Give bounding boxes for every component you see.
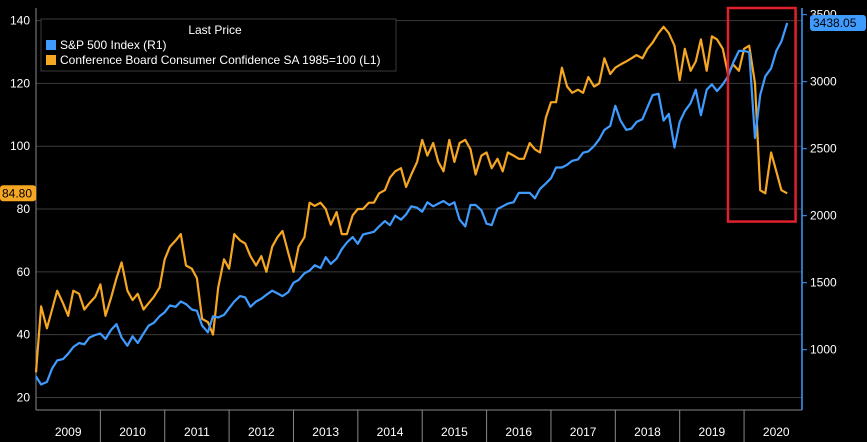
x-axis-tick-label: 2009	[55, 425, 82, 439]
series-layer	[34, 22, 789, 386]
x-axis-tick-label: 2020	[763, 425, 790, 439]
right-axis-tick-label: 1000	[810, 343, 837, 357]
axes	[35, 8, 807, 442]
legend-swatch-sp500	[46, 40, 56, 50]
x-axis-tick-label: 2011	[184, 425, 210, 439]
right-last-value-tag: 3438.05	[810, 15, 866, 32]
left-axis-tick-label: 120	[10, 76, 30, 90]
axis-labels: 2040608010012014010001500200025003000350…	[10, 8, 837, 439]
legend-label-sp500: S&P 500 Index (R1)	[60, 38, 167, 52]
highlight-layer	[726, 6, 797, 223]
x-axis-tick-label: 2014	[377, 425, 404, 439]
series-line-sp500	[35, 22, 789, 386]
x-axis-tick-label: 2013	[312, 425, 339, 439]
series-line-consumer-confidence	[34, 25, 788, 373]
left-last-value: 84.80	[2, 186, 32, 200]
x-axis-tick-label: 2019	[699, 425, 726, 439]
left-axis-tick-label: 40	[17, 328, 31, 342]
legend-label-consumer-confidence: Conference Board Consumer Confidence SA …	[60, 53, 381, 67]
x-axis-tick-label: 2016	[505, 425, 532, 439]
legend-background	[40, 18, 397, 72]
left-axis-tick-label: 20	[17, 390, 31, 404]
legend: Last Price S&P 500 Index (R1) Conference…	[40, 18, 397, 72]
legend-swatch-consumer-confidence	[46, 55, 56, 65]
highlight-box	[726, 6, 797, 223]
x-axis-tick-label: 2017	[570, 425, 597, 439]
right-axis-tick-label: 2000	[810, 209, 837, 223]
left-axis-tick-label: 80	[17, 202, 31, 216]
x-axis-tick-label: 2018	[634, 425, 661, 439]
right-last-value-background	[810, 15, 866, 32]
x-axis-tick-label: 2010	[119, 425, 146, 439]
grid-lines	[36, 20, 802, 398]
right-axis-tick-label: 2500	[810, 142, 837, 156]
right-axis-tick-label: 3000	[810, 75, 837, 89]
left-axis-tick-label: 60	[17, 265, 31, 279]
left-last-value-background	[0, 185, 36, 202]
left-last-value-tag: 84.80	[0, 185, 36, 202]
right-last-value: 3438.05	[813, 16, 857, 30]
x-axis-tick-label: 2015	[441, 425, 468, 439]
legend-title: Last Price	[188, 23, 242, 37]
x-axis-tick-label: 2012	[248, 425, 275, 439]
right-axis-tick-label: 1500	[810, 276, 837, 290]
left-axis-tick-label: 100	[10, 139, 30, 153]
left-axis-tick-label: 140	[10, 14, 30, 28]
